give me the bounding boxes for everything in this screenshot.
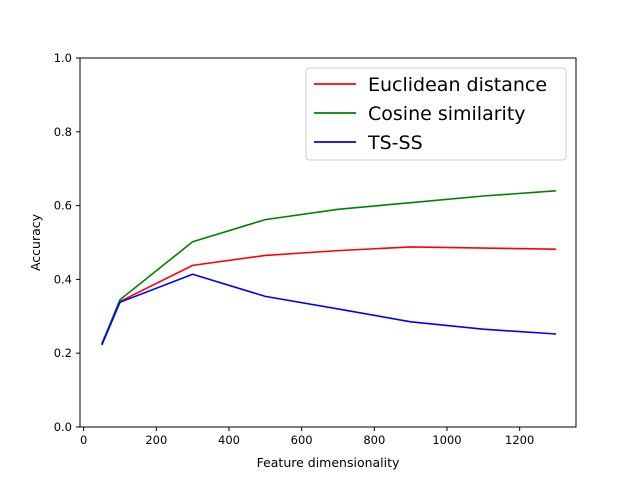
legend-label: TS-SS: [367, 132, 423, 154]
x-tick-label: 200: [145, 433, 167, 447]
x-axis-title: Feature dimensionality: [257, 455, 400, 470]
series-layer: [101, 190, 557, 346]
x-axis: 0 200 400 600 800 1000 1200: [80, 427, 534, 447]
y-tick-label: 0.4: [54, 272, 72, 286]
series-line-ts-ss: [101, 273, 557, 346]
y-axis-title: Accuracy: [28, 213, 43, 271]
legend-box: [305, 67, 567, 161]
x-tick-label: 1000: [432, 433, 461, 447]
y-tick-label: 0.2: [54, 346, 72, 360]
x-tick-label: 800: [363, 433, 385, 447]
series-line-cosine-similarity: [101, 190, 557, 345]
legend-label: Cosine similarity: [368, 103, 526, 125]
x-tick-label: 1200: [505, 433, 534, 447]
legend: Euclidean distance Cosine similarity TS-SS: [305, 67, 567, 161]
plot-area-frame: [79, 57, 577, 428]
legend-label: Euclidean distance: [368, 74, 547, 96]
x-tick-label: 0: [80, 433, 87, 447]
y-tick-label: 0.6: [54, 199, 72, 213]
x-tick-label: 400: [218, 433, 240, 447]
y-axis: 0.0 0.2 0.4 0.6 0.8 1.0: [54, 51, 80, 434]
x-tick-label: 600: [291, 433, 313, 447]
series-line-euclidean-distance: [101, 246, 557, 345]
y-tick-label: 1.0: [54, 51, 72, 65]
y-tick-label: 0.8: [54, 125, 72, 139]
y-tick-label: 0.0: [54, 420, 72, 434]
